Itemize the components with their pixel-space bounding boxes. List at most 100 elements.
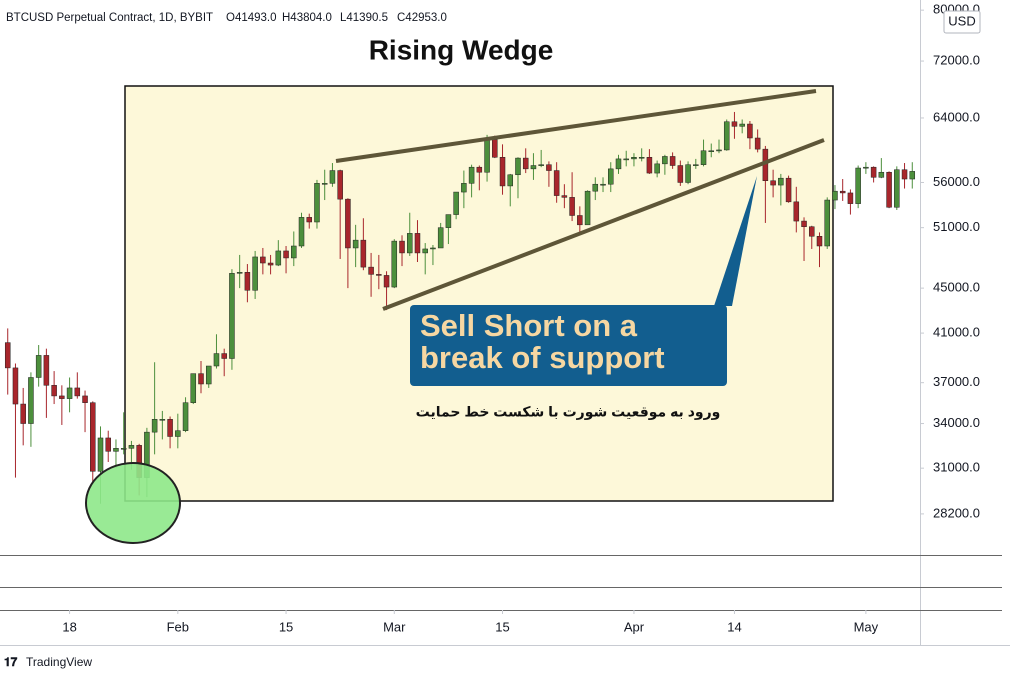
candle-body [414, 233, 421, 254]
candle-body [128, 445, 135, 449]
ohlc-value: C42953.0 [397, 12, 447, 24]
candle-body [662, 156, 668, 165]
candle-body [723, 121, 730, 151]
candle-body [569, 197, 575, 216]
candle-body [770, 180, 776, 186]
x-tick-label: Mar [383, 619, 406, 634]
candle-body [120, 448, 127, 450]
y-tick-label: 31000.0 [933, 460, 980, 475]
callout-text: Sell Short on a [420, 308, 638, 343]
candle-body [352, 239, 359, 249]
candle-body [522, 157, 529, 170]
candle-body [476, 166, 483, 173]
candle-body [445, 214, 452, 228]
candle-body [182, 402, 189, 431]
candle-body [113, 448, 119, 452]
candle-body [205, 365, 212, 385]
candle-body [677, 165, 684, 183]
candle-body [59, 395, 65, 399]
candles [4, 111, 916, 504]
callout-text: break of support [420, 340, 665, 375]
candle-body [716, 149, 722, 152]
callout-pointer [714, 176, 757, 306]
candle-body [4, 342, 11, 369]
candle-body [863, 166, 869, 169]
x-tick-label: Apr [624, 619, 645, 634]
candle-body [553, 170, 560, 196]
ohlc-value: H43804.0 [282, 12, 332, 24]
candle-body [20, 403, 26, 424]
candle-body [314, 183, 320, 223]
candle-body [175, 430, 181, 437]
candle-body [793, 201, 800, 222]
candle-body [329, 170, 336, 184]
candle-body [468, 166, 475, 184]
x-tick-label: Feb [167, 619, 189, 634]
candle-body [809, 226, 815, 237]
x-tick-label: 14 [727, 619, 741, 634]
candle-body [337, 170, 343, 200]
candle-body [383, 275, 390, 288]
candle-body [275, 250, 282, 266]
candle-body [406, 233, 413, 254]
candle-body [321, 183, 328, 185]
candle-body [82, 395, 88, 403]
candle-body [600, 183, 606, 186]
y-tick-label: 28200.0 [933, 505, 980, 520]
drawings [85, 89, 825, 544]
x-tick-label: 15 [495, 619, 509, 634]
x-tick-label: May [854, 619, 879, 634]
candle-body [870, 166, 877, 178]
candle-body [708, 150, 715, 153]
candle-body [430, 247, 436, 250]
candle-body [847, 192, 854, 204]
header: BTCUSD Perpetual Contract, 1D, BYBIT O41… [6, 12, 447, 24]
candle-body [484, 139, 490, 173]
candle-body [685, 164, 691, 183]
y-tick-label: 45000.0 [933, 280, 980, 295]
candle-body [453, 191, 459, 215]
candle-body [159, 419, 166, 421]
candle-body [213, 353, 220, 367]
candle-body [499, 157, 506, 187]
candle-body [901, 169, 908, 180]
y-tick-label: 56000.0 [933, 174, 980, 189]
ohlc-value: L41390.5 [340, 12, 388, 24]
candle-body [461, 183, 467, 193]
resistance-line [335, 89, 817, 163]
candle-body [754, 137, 761, 150]
y-tick-label: 72000.0 [933, 52, 980, 67]
candle-body [291, 245, 297, 259]
candle-body [190, 373, 197, 403]
candle-body [97, 437, 104, 472]
candle-body [391, 240, 398, 288]
candle-body [515, 157, 521, 176]
candle-body [345, 198, 351, 249]
candle-body [623, 158, 629, 161]
candle-body [74, 387, 81, 397]
candle-body [283, 250, 289, 259]
candle-body [492, 139, 498, 158]
candle-body [198, 373, 204, 385]
candle-body [615, 158, 622, 170]
candle-body [151, 419, 158, 433]
x-tick-label: 18 [62, 619, 76, 634]
candle-body [28, 377, 34, 424]
candle-body [538, 164, 544, 166]
candle-body [592, 183, 599, 192]
y-tick-label: 34000.0 [933, 415, 980, 430]
candle-body [669, 156, 676, 166]
note: ورود به موقعیت شورت با شکست خط حمایت [416, 404, 721, 421]
candle-body [298, 217, 305, 247]
candle-body [646, 157, 653, 174]
candle-body [422, 248, 428, 254]
candle-body [909, 171, 916, 180]
candle-body [105, 437, 111, 452]
candle-body [878, 171, 885, 178]
candle-body [90, 402, 96, 472]
symbol: BTCUSD Perpetual Contract, 1D, BYBIT [6, 12, 213, 24]
candle-body [267, 262, 274, 266]
candle-body [360, 239, 367, 268]
candle-body [507, 174, 514, 187]
candle-body [584, 190, 591, 226]
